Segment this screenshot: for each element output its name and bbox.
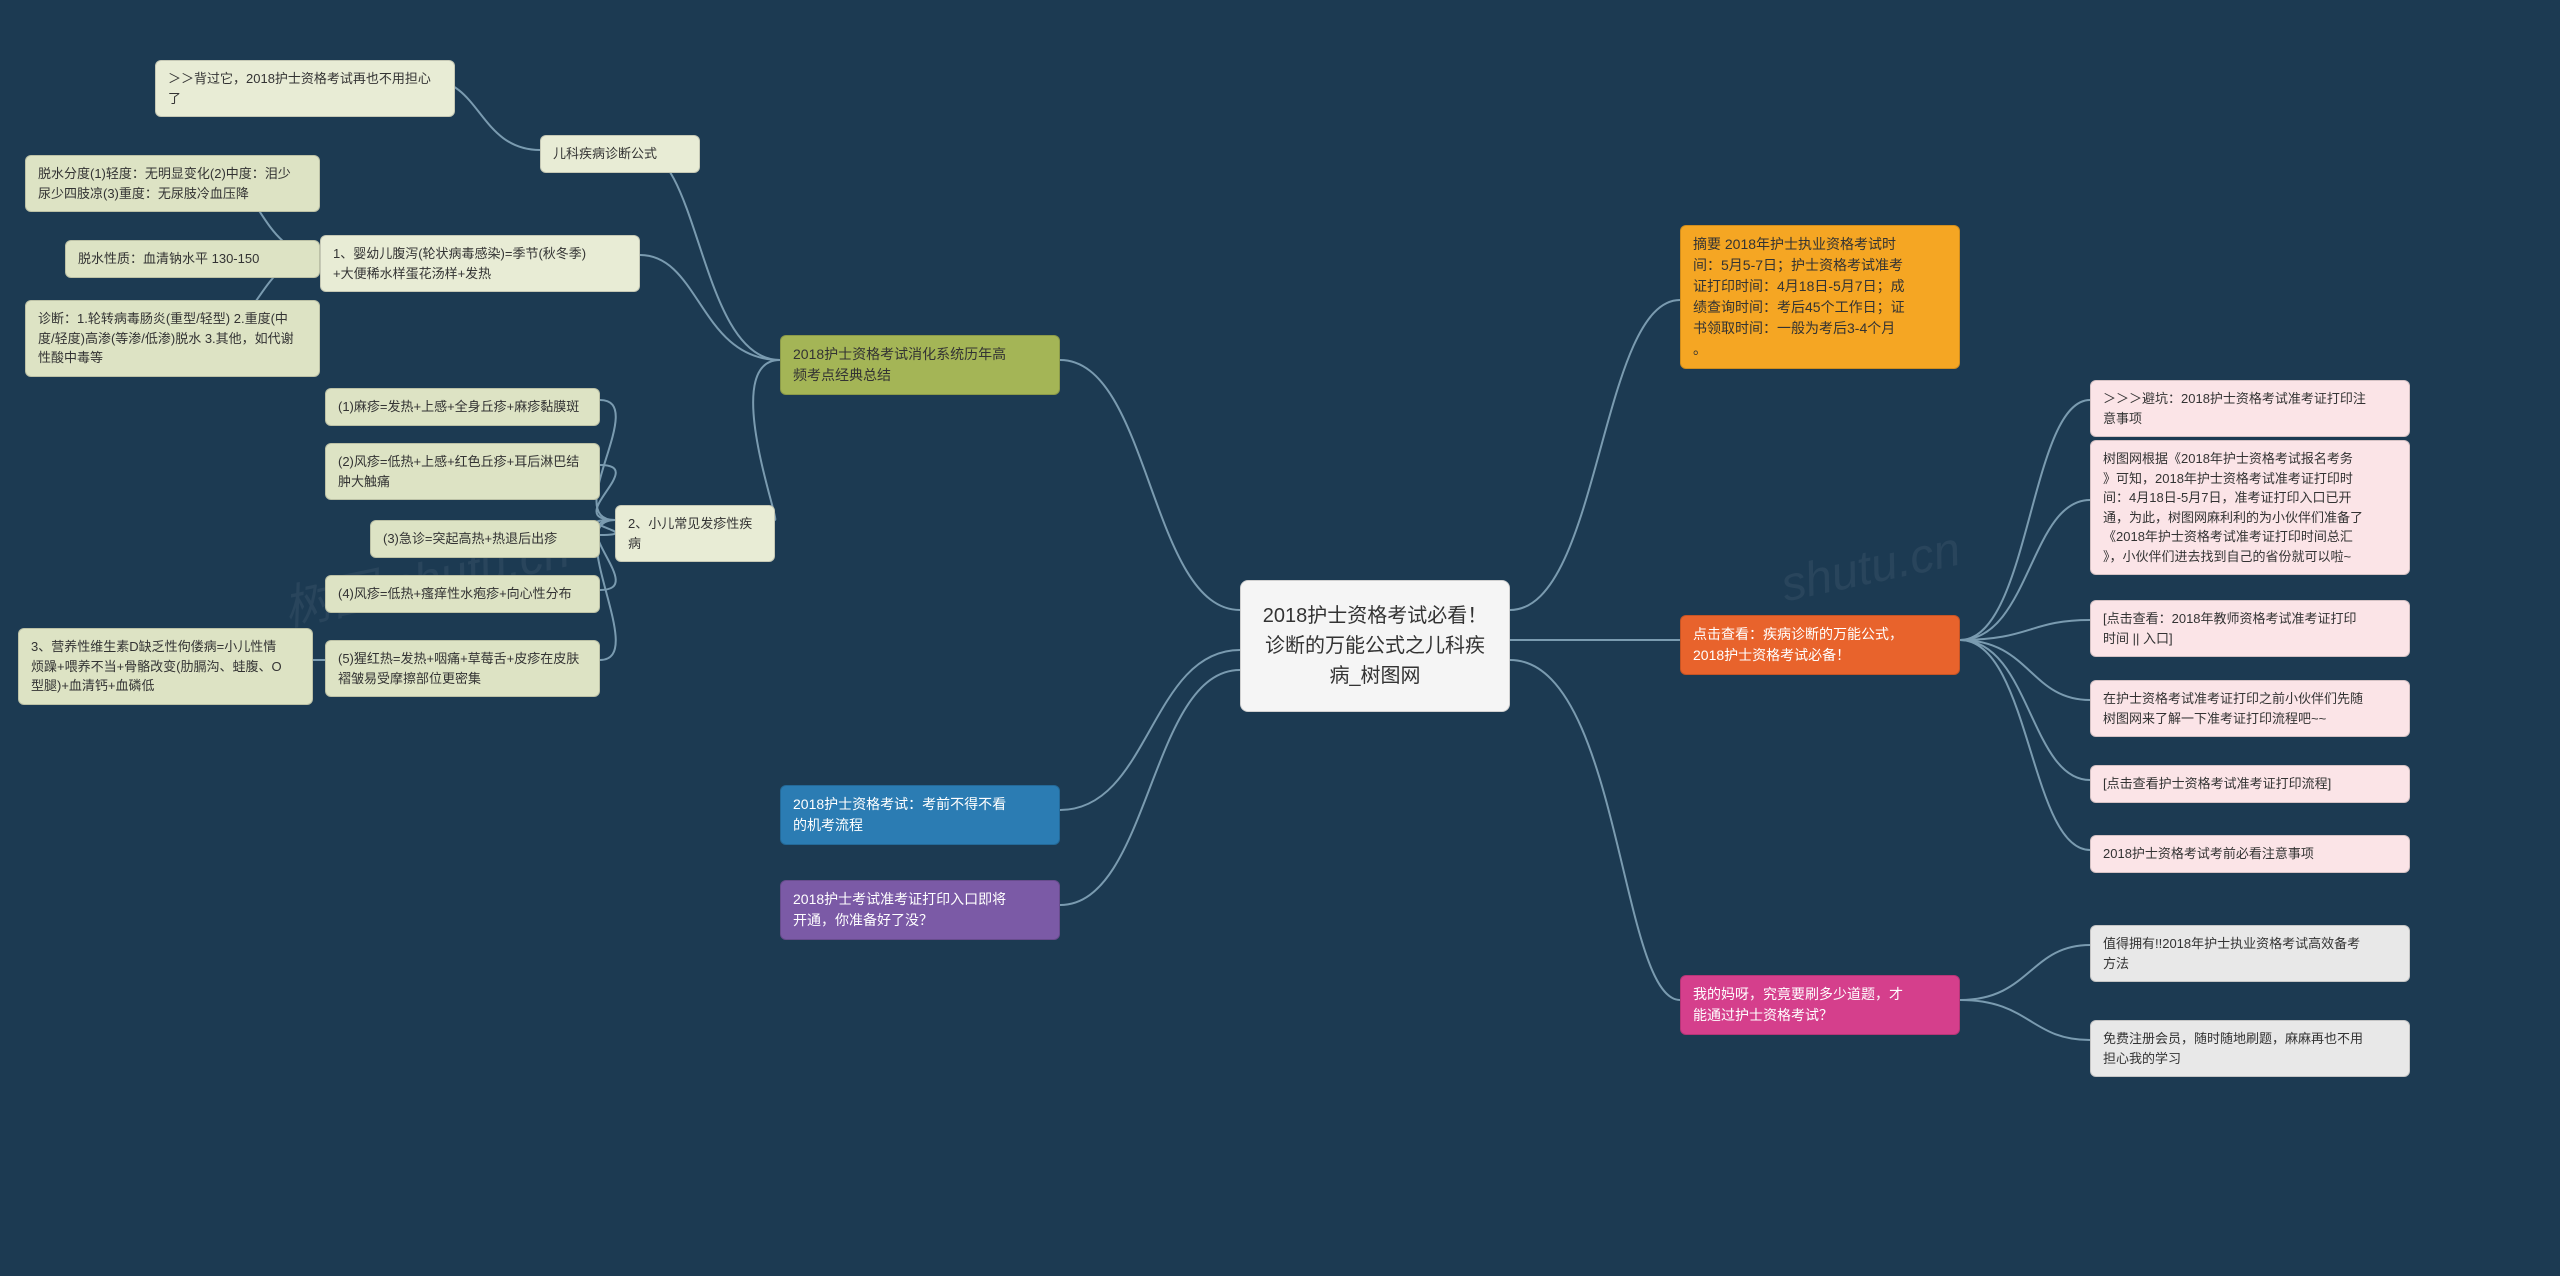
pediatric-child-text: ＞＞背过它，2018护士资格考试再也不用担心 了 [168, 71, 431, 106]
rash-child-4-child[interactable]: 3、营养性维生素D缺乏性佝偻病=小儿性情 烦躁+喂养不当+骨骼改变(肋膈沟、蛙腹… [18, 628, 313, 705]
rash-child-0[interactable]: (1)麻疹=发热+上感+全身丘疹+麻疹黏膜斑 [325, 388, 600, 426]
cta1-child-5[interactable]: 2018护士资格考试考前必看注意事项 [2090, 835, 2410, 873]
cta1-child-2-text: [点击查看：2018年教师资格考试准考证打印 时间 || 入口] [2103, 611, 2357, 646]
infant-child-2[interactable]: 诊断：1.轮转病毒肠炎(重型/轻型) 2.重度(中 度/轻度)高渗(等渗/低渗)… [25, 300, 320, 377]
left-l1-text: 2018护士资格考试消化系统历年高 频考点经典总结 [793, 346, 1006, 383]
cta1-child-4-text: [点击查看护士资格考试准考证打印流程] [2103, 776, 2331, 791]
rash-child-2-text: (3)急诊=突起高热+热退后出疹 [383, 531, 557, 546]
watermark: shutu.cn [1776, 522, 1965, 614]
cta1-node[interactable]: 点击查看：疾病诊断的万能公式， 2018护士资格考试必备！ [1680, 615, 1960, 675]
cta2-child-1-text: 免费注册会员，随时随地刷题，麻麻再也不用 担心我的学习 [2103, 1031, 2363, 1066]
pediatric-text: 儿科疾病诊断公式 [553, 146, 657, 161]
cta1-child-5-text: 2018护士资格考试考前必看注意事项 [2103, 846, 2314, 861]
infant-node[interactable]: 1、婴幼儿腹泻(轮状病毒感染)=季节(秋冬季) +大便稀水样蛋花汤样+发热 [320, 235, 640, 292]
summary-text: 摘要 2018年护士执业资格考试时 间：5月5-7日；护士资格考试准考 证打印时… [1693, 236, 1905, 357]
infant-child-2-text: 诊断：1.轮转病毒肠炎(重型/轻型) 2.重度(中 度/轻度)高渗(等渗/低渗)… [38, 311, 294, 365]
cta1-child-0-text: ＞＞＞避坑：2018护士资格考试准考证打印注 意事项 [2103, 391, 2366, 426]
left-l1-node[interactable]: 2018护士资格考试消化系统历年高 频考点经典总结 [780, 335, 1060, 395]
rash-child-4-text: (5)猩红热=发热+咽痛+草莓舌+皮疹在皮肤 褶皱易受摩擦部位更密集 [338, 651, 579, 686]
cta2-child-0-text: 值得拥有!!2018年护士执业资格考试高效备考 方法 [2103, 936, 2360, 971]
cta1-child-0[interactable]: ＞＞＞避坑：2018护士资格考试准考证打印注 意事项 [2090, 380, 2410, 437]
rash-node[interactable]: 2、小儿常见发疹性疾病 [615, 505, 775, 562]
left-l3-text: 2018护士考试准考证打印入口即将 开通，你准备好了没？ [793, 891, 1006, 928]
cta2-child-0[interactable]: 值得拥有!!2018年护士执业资格考试高效备考 方法 [2090, 925, 2410, 982]
left-l3-node[interactable]: 2018护士考试准考证打印入口即将 开通，你准备好了没？ [780, 880, 1060, 940]
pediatric-child-node[interactable]: ＞＞背过它，2018护士资格考试再也不用担心 了 [155, 60, 455, 117]
infant-child-0-text: 脱水分度(1)轻度：无明显变化(2)中度：泪少 尿少四肢凉(3)重度：无尿肢冷血… [38, 166, 291, 201]
rash-text: 2、小儿常见发疹性疾病 [628, 516, 752, 551]
cta1-child-2[interactable]: [点击查看：2018年教师资格考试准考证打印 时间 || 入口] [2090, 600, 2410, 657]
cta1-child-4[interactable]: [点击查看护士资格考试准考证打印流程] [2090, 765, 2410, 803]
rash-child-1[interactable]: (2)风疹=低热+上感+红色丘疹+耳后淋巴结 肿大触痛 [325, 443, 600, 500]
cta1-text: 点击查看：疾病诊断的万能公式， 2018护士资格考试必备！ [1693, 626, 1903, 663]
rash-child-3[interactable]: (4)风疹=低热+瘙痒性水疱疹+向心性分布 [325, 575, 600, 613]
cta1-child-1[interactable]: 树图网根据《2018年护士资格考试报名考务 》可知，2018年护士资格考试准考证… [2090, 440, 2410, 575]
cta1-child-1-text: 树图网根据《2018年护士资格考试报名考务 》可知，2018年护士资格考试准考证… [2103, 451, 2363, 564]
infant-child-1[interactable]: 脱水性质：血清钠水平 130-150 [65, 240, 320, 278]
left-l2-text: 2018护士资格考试：考前不得不看 的机考流程 [793, 796, 1006, 833]
cta2-node[interactable]: 我的妈呀，究竟要刷多少道题，才 能通过护士资格考试？ [1680, 975, 1960, 1035]
cta1-child-3-text: 在护士资格考试准考证打印之前小伙伴们先随 树图网来了解一下准考证打印流程吧~~ [2103, 691, 2363, 726]
infant-child-1-text: 脱水性质：血清钠水平 130-150 [78, 251, 259, 266]
left-l2-node[interactable]: 2018护士资格考试：考前不得不看 的机考流程 [780, 785, 1060, 845]
rash-child-4-child-text: 3、营养性维生素D缺乏性佝偻病=小儿性情 烦躁+喂养不当+骨骼改变(肋膈沟、蛙腹… [31, 639, 282, 693]
center-topic[interactable]: 2018护士资格考试必看！ 诊断的万能公式之儿科疾 病_树图网 [1240, 580, 1510, 712]
rash-child-4[interactable]: (5)猩红热=发热+咽痛+草莓舌+皮疹在皮肤 褶皱易受摩擦部位更密集 [325, 640, 600, 697]
center-title: 2018护士资格考试必看！ 诊断的万能公式之儿科疾 病_树图网 [1263, 605, 1488, 687]
rash-child-3-text: (4)风疹=低热+瘙痒性水疱疹+向心性分布 [338, 586, 572, 601]
cta1-child-3[interactable]: 在护士资格考试准考证打印之前小伙伴们先随 树图网来了解一下准考证打印流程吧~~ [2090, 680, 2410, 737]
pediatric-node[interactable]: 儿科疾病诊断公式 [540, 135, 700, 173]
summary-node[interactable]: 摘要 2018年护士执业资格考试时 间：5月5-7日；护士资格考试准考 证打印时… [1680, 225, 1960, 369]
rash-child-0-text: (1)麻疹=发热+上感+全身丘疹+麻疹黏膜斑 [338, 399, 579, 414]
cta2-text: 我的妈呀，究竟要刷多少道题，才 能通过护士资格考试？ [1693, 986, 1903, 1023]
infant-child-0[interactable]: 脱水分度(1)轻度：无明显变化(2)中度：泪少 尿少四肢凉(3)重度：无尿肢冷血… [25, 155, 320, 212]
cta2-child-1[interactable]: 免费注册会员，随时随地刷题，麻麻再也不用 担心我的学习 [2090, 1020, 2410, 1077]
rash-child-1-text: (2)风疹=低热+上感+红色丘疹+耳后淋巴结 肿大触痛 [338, 454, 579, 489]
infant-text: 1、婴幼儿腹泻(轮状病毒感染)=季节(秋冬季) +大便稀水样蛋花汤样+发热 [333, 246, 586, 281]
rash-child-2[interactable]: (3)急诊=突起高热+热退后出疹 [370, 520, 600, 558]
